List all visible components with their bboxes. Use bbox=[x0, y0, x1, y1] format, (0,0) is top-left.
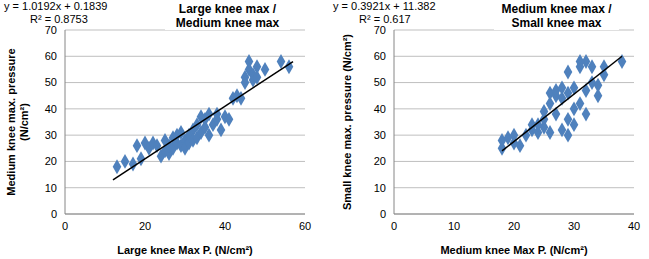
html-text:R² = 0.8753: R² = 0.8753 bbox=[30, 13, 88, 25]
svg-text:70: 70 bbox=[374, 24, 386, 36]
html-text:Small knee max. pressure (N/cm: Small knee max. pressure (N/cm²) bbox=[340, 34, 353, 210]
svg-text:70: 70 bbox=[45, 24, 57, 36]
svg-text:60: 60 bbox=[45, 50, 57, 62]
svg-text:10: 10 bbox=[374, 182, 386, 194]
svg-text:40: 40 bbox=[628, 220, 640, 232]
svg-text:30: 30 bbox=[374, 129, 386, 141]
svg-text:40: 40 bbox=[374, 103, 386, 115]
svg-text:10: 10 bbox=[45, 182, 57, 194]
svg-text:40: 40 bbox=[219, 220, 231, 232]
html-text:Large knee max / Medium knee m: Large knee max / Medium knee max bbox=[175, 2, 280, 30]
svg-text:50: 50 bbox=[45, 76, 57, 88]
svg-text:0: 0 bbox=[51, 208, 57, 220]
svg-text:0: 0 bbox=[62, 220, 68, 232]
svg-text:20: 20 bbox=[508, 220, 520, 232]
svg-text:0: 0 bbox=[380, 208, 386, 220]
svg-text:0: 0 bbox=[391, 220, 397, 232]
html-text:R² = 0.617: R² = 0.617 bbox=[359, 13, 411, 25]
html-text:Medium knee max / Small knee m: Medium knee max / Small knee max bbox=[501, 2, 612, 30]
svg-text:Medium knee Max P. (N/cm²): Medium knee Max P. (N/cm²) bbox=[440, 244, 587, 256]
svg-text:20: 20 bbox=[139, 220, 151, 232]
html-text:y = 1.0192x + 0.1839: y = 1.0192x + 0.1839 bbox=[4, 0, 108, 12]
svg-text:20: 20 bbox=[374, 155, 386, 167]
svg-text:Large knee Max P. (N/cm²): Large knee Max P. (N/cm²) bbox=[117, 244, 253, 256]
svg-text:20: 20 bbox=[45, 155, 57, 167]
html-text:Medium knee max. pressure (N/c: Medium knee max. pressure (N/cm²) bbox=[5, 48, 30, 196]
svg-text:50: 50 bbox=[374, 76, 386, 88]
svg-text:40: 40 bbox=[45, 103, 57, 115]
html-text:y = 0.3921x + 11.382: y = 0.3921x + 11.382 bbox=[333, 0, 436, 12]
svg-text:30: 30 bbox=[45, 129, 57, 141]
svg-text:60: 60 bbox=[299, 220, 311, 232]
svg-text:30: 30 bbox=[568, 220, 580, 232]
svg-text:10: 10 bbox=[448, 220, 460, 232]
svg-text:60: 60 bbox=[374, 50, 386, 62]
